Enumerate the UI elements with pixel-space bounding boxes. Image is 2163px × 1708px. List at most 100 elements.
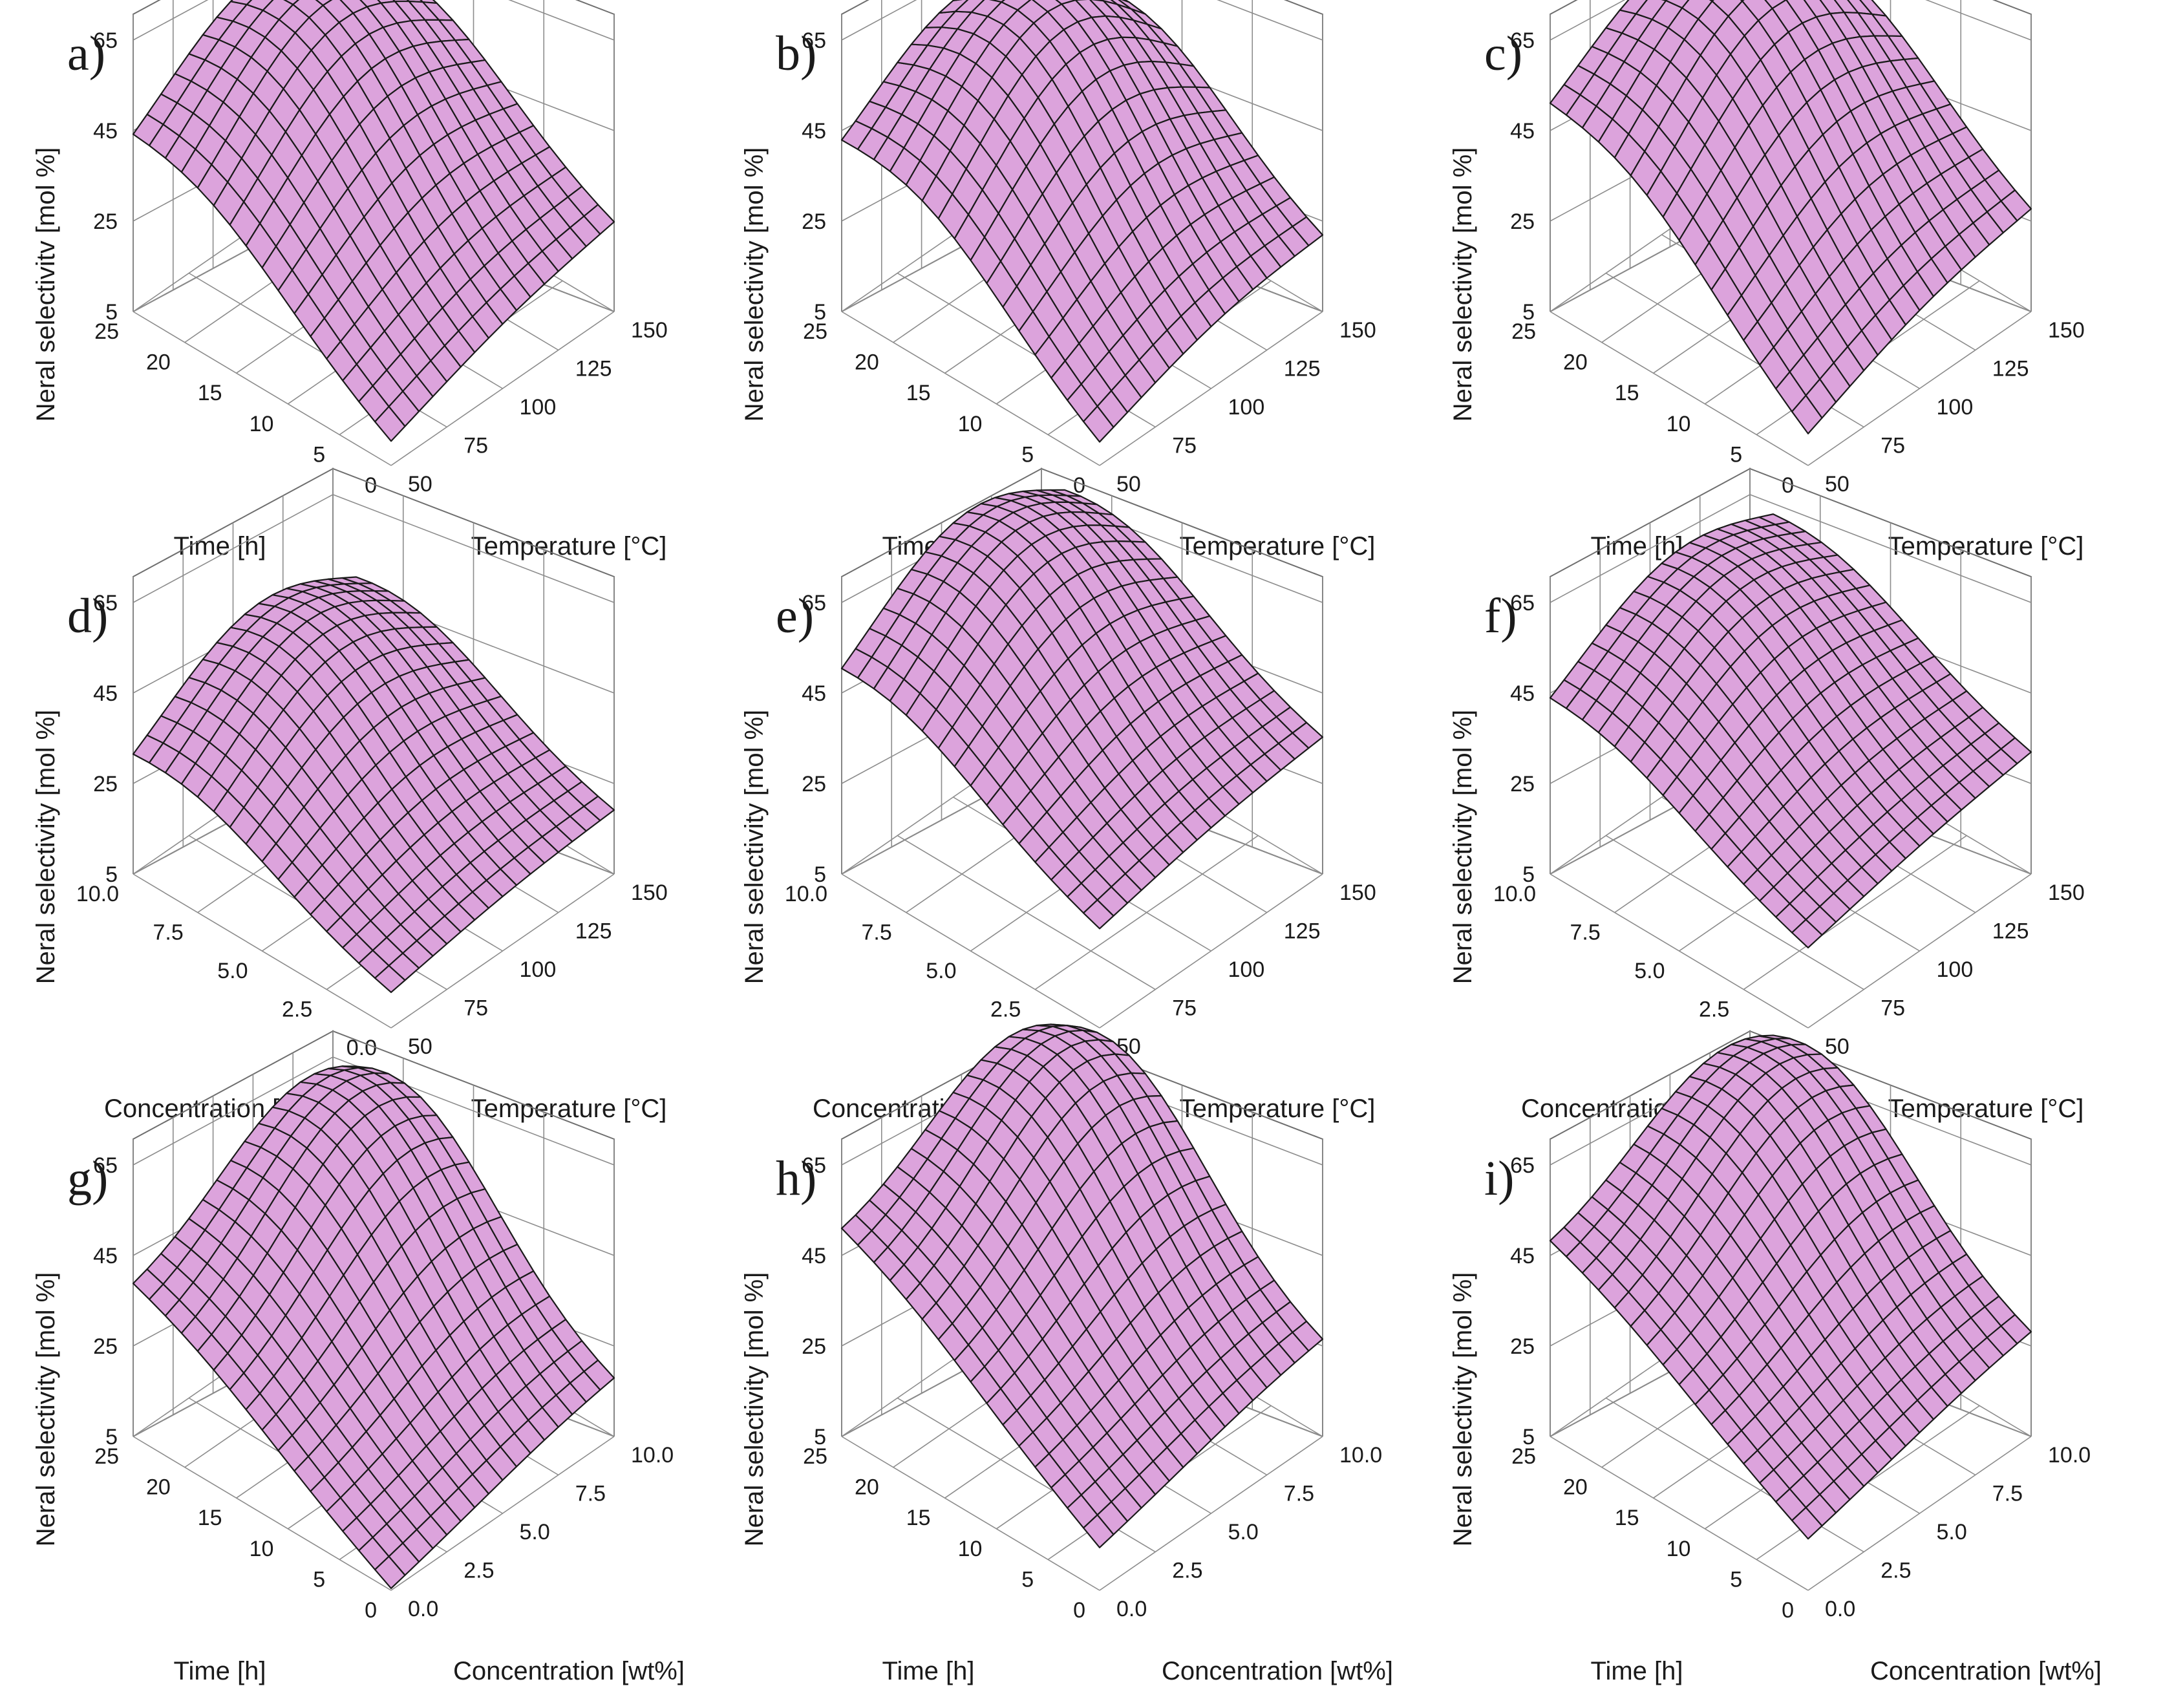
floor-gridline-y [133, 1436, 392, 1591]
x-tick-label: 5 [1021, 442, 1034, 467]
floor-gridline-y [133, 311, 392, 466]
y-tick-label: 100 [520, 957, 557, 982]
z-axis-title: Neral selectivity [mol %] [1449, 710, 1477, 985]
y-tick-label: 2.5 [1881, 1559, 1911, 1583]
z-tick-label: 5 [105, 300, 118, 325]
panel-e: 525456510.07.55.02.50.05075100125150Conc… [740, 467, 1376, 1123]
y-tick-label: 75 [1881, 434, 1905, 458]
x-tick-label: 25 [803, 319, 827, 344]
y-tick-label: 75 [1172, 434, 1197, 458]
wall-gridline-z [841, 0, 1323, 41]
z-tick-label: 5 [105, 862, 118, 887]
y-axis-title: Concentration [wt%] [1162, 1657, 1393, 1685]
floor-gridline-y [1550, 311, 1809, 466]
x-tick-label: 5 [313, 442, 325, 467]
x-tick-label: 15 [198, 1506, 222, 1530]
surface-mesh [132, 0, 615, 442]
x-tick-label: 0.0 [346, 1036, 377, 1060]
x-tick-label: 5 [1730, 442, 1742, 467]
z-tick-label: 65 [1510, 28, 1535, 53]
surface-cell [1292, 721, 1324, 749]
surface-cell [315, 0, 333, 6]
y-tick-label: 125 [1992, 919, 2029, 944]
surface-mesh [132, 1065, 615, 1590]
panel-label: i) [1484, 1151, 1514, 1206]
z-tick-label: 25 [1510, 209, 1535, 234]
x-tick-label: 15 [1615, 1506, 1639, 1530]
z-tick-label: 5 [1522, 300, 1535, 325]
z-axis-title: Neral selectivity [mol %] [1449, 147, 1477, 422]
y-tick-label: 75 [1172, 996, 1197, 1021]
surface-cell [1001, 0, 1032, 11]
z-tick-label: 65 [802, 591, 826, 615]
surface-mesh [1549, 1034, 2032, 1540]
x-tick-label: 15 [906, 1506, 931, 1530]
y-axis-title: Temperature [°C] [1180, 1094, 1376, 1123]
x-tick-label: 20 [1563, 350, 1588, 375]
z-tick-label: 45 [93, 681, 118, 706]
x-tick-label: 25 [94, 1444, 119, 1469]
y-tick-label: 150 [631, 881, 668, 905]
x-tick-label: 25 [94, 319, 119, 344]
x-tick-label: 2.5 [990, 998, 1021, 1022]
x-tick-label: 10.0 [76, 882, 119, 906]
surface-cell [2000, 1314, 2032, 1345]
x-tick-label: 5.0 [217, 959, 248, 983]
y-tick-label: 100 [1937, 957, 1974, 982]
y-tick-label: 7.5 [1992, 1482, 2023, 1506]
surface-cell [2000, 189, 2032, 222]
x-tick-label: 15 [906, 381, 931, 405]
x-tick-label: 0 [365, 1598, 377, 1623]
x-tick-label: 0 [1073, 1598, 1085, 1623]
z-tick-label: 45 [93, 119, 118, 144]
surface-cell [938, 0, 969, 14]
x-tick-label: 10 [1667, 412, 1691, 436]
surface-mesh [1549, 513, 2032, 949]
y-tick-label: 100 [1228, 957, 1265, 982]
x-tick-label: 10.0 [785, 882, 827, 906]
y-tick-label: 125 [1992, 357, 2029, 381]
z-tick-label: 45 [1510, 681, 1535, 706]
panel-label: e) [776, 589, 814, 643]
surface-cell [2000, 737, 2032, 765]
x-tick-label: 5 [1730, 1567, 1742, 1592]
z-tick-label: 65 [93, 28, 118, 53]
z-axis-title: Neral selectivity [mol %] [740, 1272, 769, 1547]
y-tick-label: 150 [631, 318, 668, 343]
x-tick-label: 10 [1667, 1537, 1691, 1561]
x-tick-label: 20 [146, 350, 171, 375]
z-tick-label: 25 [93, 772, 118, 796]
x-tick-label: 2.5 [282, 998, 312, 1022]
x-tick-label: 5 [1021, 1567, 1034, 1592]
surface-cell [583, 1359, 615, 1391]
z-tick-label: 45 [802, 1244, 826, 1268]
surface-cell [1292, 216, 1324, 246]
x-tick-label: 5 [313, 1567, 325, 1592]
z-tick-label: 65 [802, 1153, 826, 1178]
x-tick-label: 10 [958, 1537, 983, 1561]
surface-cell [1764, 0, 1787, 10]
z-tick-label: 5 [1522, 1425, 1535, 1449]
z-tick-label: 45 [1510, 1244, 1535, 1268]
surface-mesh [1549, 0, 2032, 434]
y-tick-label: 100 [1228, 395, 1265, 420]
surface-cell [583, 795, 615, 822]
y-axis-title: Concentration [wt%] [453, 1657, 685, 1685]
y-tick-label: 75 [464, 434, 488, 458]
y-tick-label: 125 [575, 357, 612, 381]
z-tick-label: 5 [1522, 862, 1535, 887]
y-axis-title: Concentration [wt%] [1870, 1657, 2102, 1685]
panel-label: f) [1484, 589, 1517, 643]
z-axis-title: Neral selectivity [mol %] [1449, 1272, 1477, 1547]
y-axis-title: Temperature [°C] [1180, 532, 1376, 560]
y-tick-label: 50 [408, 472, 432, 496]
x-tick-label: 0 [1073, 473, 1085, 498]
z-tick-label: 25 [93, 209, 118, 234]
y-tick-label: 50 [1825, 1034, 1849, 1059]
z-tick-label: 5 [814, 300, 826, 325]
